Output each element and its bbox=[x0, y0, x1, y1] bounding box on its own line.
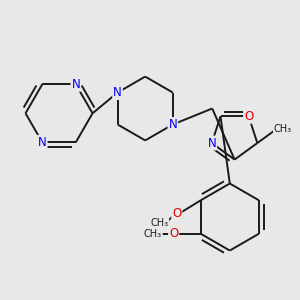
Text: N: N bbox=[38, 136, 47, 149]
Text: CH₃: CH₃ bbox=[150, 218, 168, 228]
Text: O: O bbox=[169, 227, 178, 240]
Text: O: O bbox=[172, 206, 182, 220]
Text: N: N bbox=[207, 136, 216, 149]
Text: O: O bbox=[244, 110, 253, 123]
Text: CH₃: CH₃ bbox=[144, 229, 162, 239]
Text: N: N bbox=[113, 86, 122, 99]
Text: N: N bbox=[169, 118, 177, 131]
Text: CH₃: CH₃ bbox=[274, 124, 292, 134]
Text: N: N bbox=[71, 78, 80, 91]
